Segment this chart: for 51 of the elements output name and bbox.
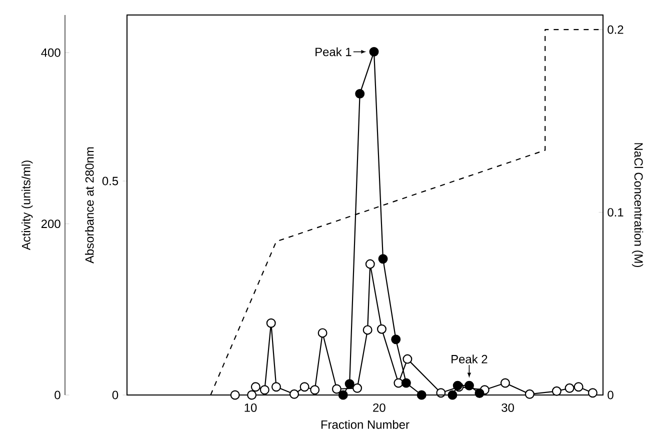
point (271, 382, 281, 392)
y3-tick-label: 0 (112, 390, 118, 400)
point (338, 390, 348, 400)
y2-tick-label: 0.1 (608, 208, 624, 217)
point (500, 378, 510, 388)
x-axis-title: Fraction Number (321, 420, 410, 429)
annotation: Peak 1 (316, 47, 352, 56)
point (378, 254, 388, 264)
point (289, 389, 299, 399)
y-tick-label: 200 (41, 220, 60, 228)
point (362, 325, 372, 335)
point (332, 384, 342, 394)
point (402, 354, 412, 364)
point (247, 390, 257, 400)
x-tick-label: 10 (244, 403, 257, 412)
point (464, 380, 474, 390)
point (448, 390, 458, 400)
point (574, 382, 584, 392)
y-tick-label: 0 (54, 390, 60, 400)
point (524, 389, 534, 399)
y2-axis-title: NaCl Concentration (M) (632, 143, 644, 268)
point (365, 259, 375, 269)
point (300, 382, 310, 392)
point (352, 383, 362, 393)
point (369, 47, 379, 57)
point (474, 388, 484, 398)
x-tick-label: 20 (373, 403, 386, 412)
point (416, 390, 426, 400)
point (355, 88, 365, 98)
point (310, 385, 320, 395)
point (344, 379, 354, 389)
point (564, 383, 574, 393)
point (250, 382, 260, 392)
annotation: Peak 2 (452, 354, 488, 364)
point (266, 318, 276, 328)
y-axis-title: Activity (units/ml) (22, 160, 33, 250)
point (588, 388, 598, 398)
point (260, 385, 270, 395)
y3-tick-label: 0.5 (102, 176, 118, 186)
y-tick-label: 400 (41, 48, 60, 57)
point (391, 334, 401, 344)
y2-tick-label: 0.2 (608, 25, 624, 34)
y2-tick-label: 0 (608, 390, 614, 400)
x-tick-label: 30 (502, 403, 514, 412)
point (230, 390, 240, 400)
point (394, 378, 404, 388)
y3-axis-title: Absorbance at 280nm (85, 147, 94, 264)
point (401, 378, 411, 388)
point (318, 328, 328, 338)
point (552, 386, 562, 396)
point (376, 324, 386, 334)
